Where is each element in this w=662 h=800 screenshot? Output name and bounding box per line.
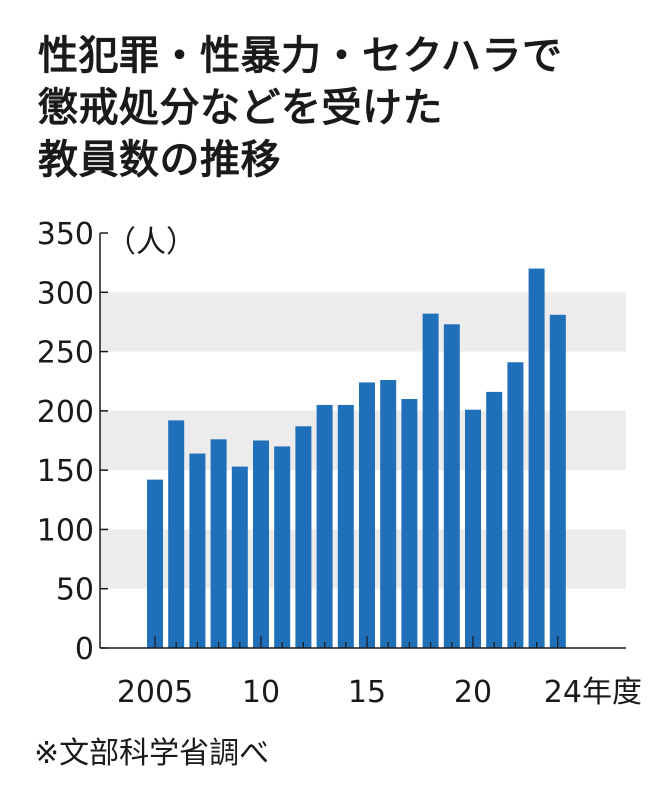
y-tick-label: 50 [56,573,94,608]
y-tick-label: 250 [37,336,94,371]
bar-2024 [549,314,566,648]
bar-2023 [528,268,545,648]
axes [99,232,626,649]
bar-2017 [401,399,418,648]
bar-2008 [210,439,227,648]
source-note: ※文部科学省調べ [34,736,270,771]
x-tick-labels: 2005 10 15 20 24年度 [117,675,642,710]
bar-2014 [337,404,354,648]
bar-2006 [168,420,185,648]
y-tick-label: 300 [37,276,94,311]
bar-2007 [189,453,206,648]
x-tick-label: 20 [454,675,492,710]
y-tick-label: 350 [37,217,94,252]
bar-2022 [507,362,524,648]
bar-2012 [295,426,312,648]
chart-title: 性犯罪・性暴力・セクハラで 懲戒処分などを受けた 教員数の推移 [38,30,638,186]
y-tick-label: 0 [75,632,94,667]
y-tick-labels: 0 50 100 150 200 250 300 350 [37,217,94,667]
grid-band [100,292,626,352]
x-tick-label: 2005 [117,675,193,710]
title-line-1: 性犯罪・性暴力・セクハラで [38,33,563,79]
y-tick-label: 150 [37,454,94,489]
bar-2020 [465,409,481,648]
bar-2018 [422,313,439,648]
y-axis-unit-label: （人） [106,225,196,260]
bar-2009 [231,466,248,648]
bars [147,268,566,648]
bar-2019 [443,324,460,648]
bar-2016 [380,380,397,648]
x-tick-label: 24年度 [544,675,642,710]
bar-2010 [253,440,269,648]
x-tick-label: 10 [242,675,280,710]
bar-2013 [316,404,333,648]
bar-2021 [486,391,503,648]
y-tick-label: 200 [37,395,94,430]
bar-2015 [359,382,375,648]
y-tick-label: 100 [37,513,94,548]
x-tick-label: 15 [348,675,386,710]
bar-2005 [147,479,163,648]
title-line-2: 懲戒処分などを受けた [38,85,443,131]
title-line-3: 教員数の推移 [38,137,281,183]
bar-2011 [274,446,291,648]
